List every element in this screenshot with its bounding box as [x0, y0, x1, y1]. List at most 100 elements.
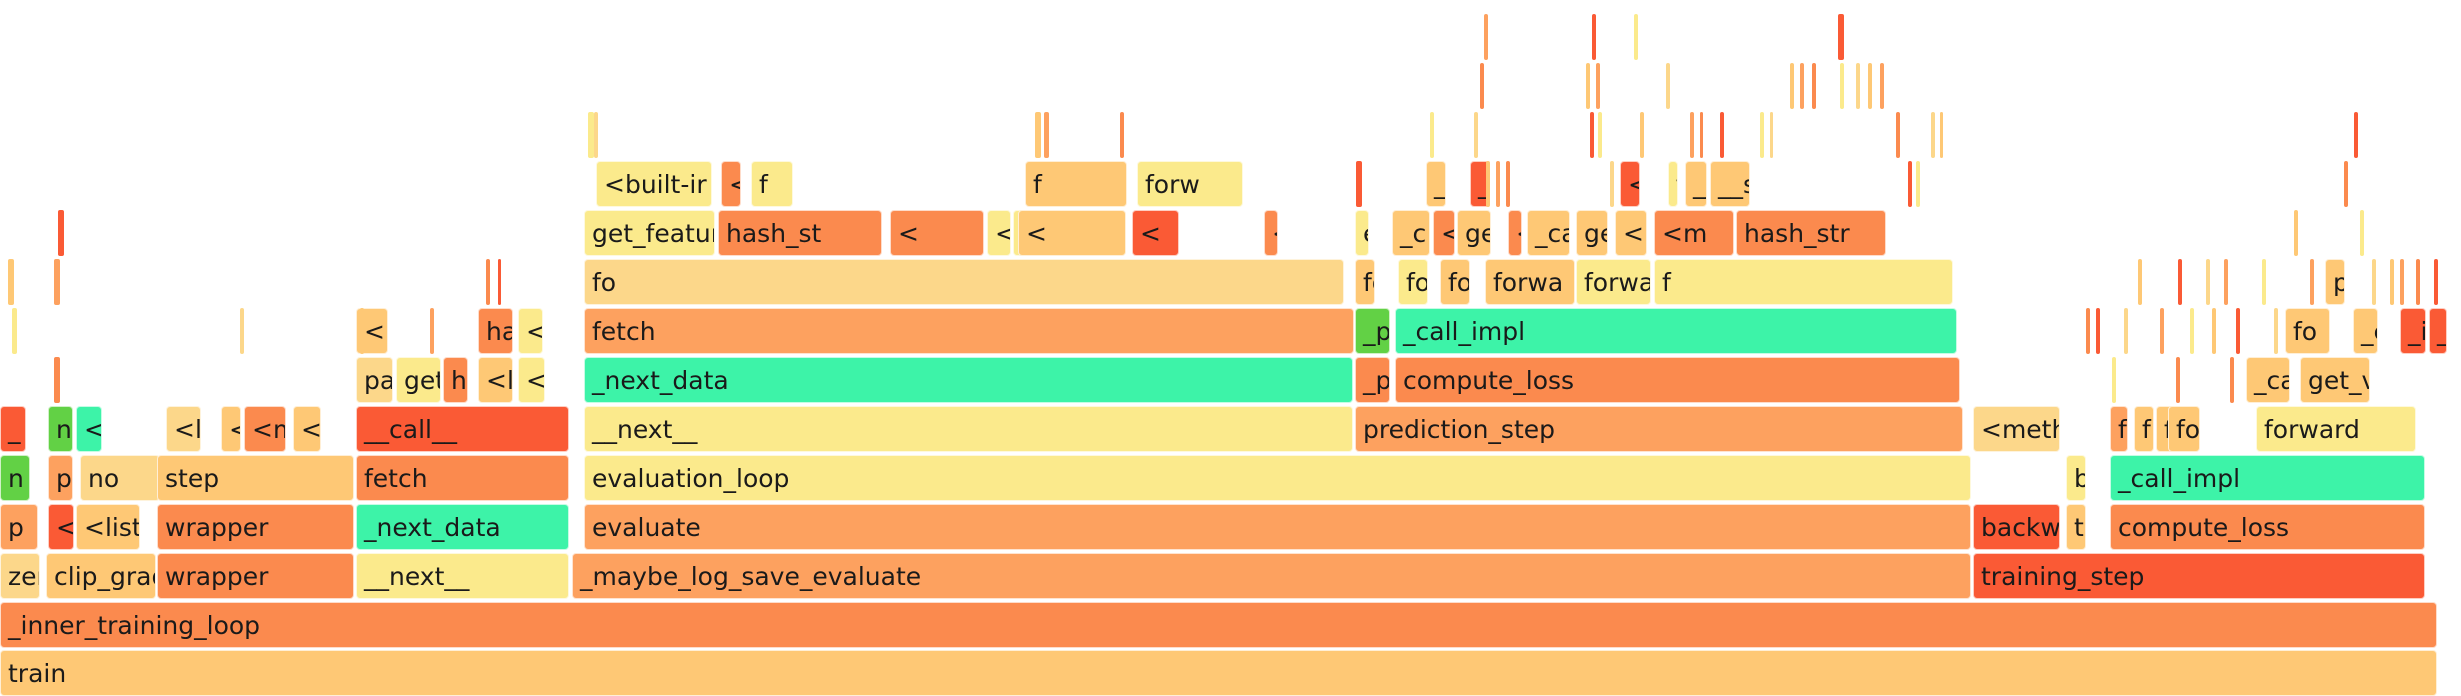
flame-sliver[interactable] [1720, 112, 1724, 158]
flame-frame[interactable]: <built-ir [1615, 210, 1647, 256]
flame-sliver[interactable] [1690, 112, 1694, 158]
flame-sliver[interactable] [1596, 63, 1600, 109]
flame-frame[interactable]: ge [1457, 210, 1491, 256]
flame-frame[interactable]: <l [166, 406, 201, 452]
flame-sliver[interactable] [1356, 161, 1362, 207]
flame-sliver[interactable] [594, 112, 598, 158]
flame-frame[interactable]: training_step [1973, 553, 2425, 599]
flame-sliver[interactable] [2416, 259, 2420, 305]
flame-frame[interactable]: < [1132, 210, 1179, 256]
flame-sliver[interactable] [2390, 259, 2394, 305]
flame-frame[interactable]: hash_str [1736, 210, 1886, 256]
flame-frame[interactable]: f [2134, 406, 2154, 452]
flame-frame[interactable]: _ir [2400, 308, 2426, 354]
flame-sliver[interactable] [486, 259, 490, 305]
flame-frame[interactable]: fo [2285, 308, 2330, 354]
flame-frame[interactable]: _p [1355, 308, 1390, 354]
flame-frame[interactable]: n [48, 406, 73, 452]
flame-frame[interactable]: evaluate [584, 504, 1971, 550]
flame-sliver[interactable] [2434, 259, 2438, 305]
flame-frame[interactable]: <b [1433, 210, 1455, 256]
flame-frame[interactable]: pad_seque [2325, 259, 2345, 305]
flame-frame[interactable]: <built-ir [596, 161, 712, 207]
flame-sliver[interactable] [12, 308, 17, 354]
flame-frame[interactable]: backwa [2066, 455, 2086, 501]
flame-frame[interactable]: backwa [1973, 504, 2060, 550]
flame-frame[interactable]: pa [356, 357, 393, 403]
flame-sliver[interactable] [1840, 63, 1844, 109]
flame-sliver[interactable] [2206, 259, 2210, 305]
flame-sliver[interactable] [2178, 259, 2182, 305]
flame-sliver[interactable] [8, 259, 14, 305]
flame-sliver[interactable] [2086, 308, 2090, 354]
flame-frame[interactable]: <list [76, 504, 140, 550]
flame-sliver[interactable] [1120, 112, 1124, 158]
flame-sliver[interactable] [2236, 308, 2240, 354]
flame-frame[interactable]: hash_st [718, 210, 882, 256]
flame-sliver[interactable] [1770, 112, 1773, 158]
flame-frame[interactable]: _ca [2353, 308, 2378, 354]
flame-frame[interactable]: fo [1398, 259, 1428, 305]
flame-frame[interactable]: forwar [1440, 259, 1470, 305]
flame-frame[interactable]: prediction_step [1355, 406, 1963, 452]
flame-sliver[interactable] [1506, 161, 1510, 207]
flame-frame[interactable]: step [157, 455, 354, 501]
flame-frame[interactable]: <listcom [987, 210, 1011, 256]
flame-frame[interactable]: p [48, 455, 73, 501]
flame-frame[interactable]: tr [2066, 504, 2086, 550]
flame-sliver[interactable] [2112, 357, 2116, 403]
flame-sliver[interactable] [2400, 259, 2404, 305]
flame-sliver[interactable] [2372, 259, 2376, 305]
flame-sliver[interactable] [1896, 112, 1900, 158]
flame-frame[interactable]: _next_data [356, 504, 569, 550]
flame-frame[interactable]: clip_grad [46, 553, 156, 599]
flame-frame[interactable]: _call_impl [2110, 455, 2425, 501]
flame-sliver[interactable] [2344, 161, 2348, 207]
flame-frame[interactable]: get_feature_di [584, 210, 715, 256]
flame-sliver[interactable] [1610, 161, 1614, 207]
flame-frame[interactable]: fetch [584, 308, 1354, 354]
flame-frame[interactable]: forwa [1485, 259, 1575, 305]
flame-frame[interactable]: evaluation_loop [584, 455, 1971, 501]
flame-frame[interactable]: compute_loss [2110, 504, 2425, 550]
flame-sliver[interactable] [2262, 259, 2266, 305]
flame-sliver[interactable] [1592, 14, 1596, 60]
flame-sliver[interactable] [2160, 308, 2164, 354]
flame-frame[interactable]: _p [1355, 357, 1390, 403]
flame-frame[interactable]: _call [1426, 161, 1446, 207]
flame-frame[interactable]: ha [478, 308, 513, 354]
flame-frame[interactable]: fo [584, 259, 1344, 305]
flame-frame[interactable]: get [396, 357, 441, 403]
flame-sliver[interactable] [1634, 14, 1638, 60]
flame-sliver[interactable] [2212, 308, 2216, 354]
flame-frame[interactable]: < [221, 406, 241, 452]
flame-sliver[interactable] [1880, 63, 1884, 109]
flame-sliver[interactable] [1586, 63, 1590, 109]
flame-sliver[interactable] [430, 308, 434, 354]
flame-sliver[interactable] [1640, 112, 1644, 158]
flame-frame[interactable]: <m [1654, 210, 1734, 256]
flame-frame[interactable]: _call_im [1527, 210, 1570, 256]
flame-sliver[interactable] [2096, 308, 2100, 354]
flame-frame[interactable]: <metho [1973, 406, 2060, 452]
flame-sliver[interactable] [240, 308, 244, 354]
flame-sliver[interactable] [1590, 112, 1594, 158]
flame-sliver[interactable] [54, 357, 60, 403]
flame-frame[interactable]: < [48, 504, 74, 550]
flame-frame[interactable]: train [0, 650, 2437, 696]
flame-sliver[interactable] [1474, 112, 1478, 158]
flame-sliver[interactable] [1868, 63, 1872, 109]
flame-sliver[interactable] [2176, 357, 2180, 403]
flame-sliver[interactable] [58, 210, 64, 256]
flame-frame[interactable]: forward [1576, 259, 1651, 305]
flame-frame[interactable]: < [518, 308, 543, 354]
flame-sliver[interactable] [2274, 308, 2278, 354]
flame-frame[interactable]: < [1620, 161, 1640, 207]
flame-frame[interactable]: _maybe_log_save_evaluate [572, 553, 1971, 599]
flame-sliver[interactable] [1800, 63, 1804, 109]
flame-sliver[interactable] [1838, 14, 1844, 60]
flame-frame[interactable]: _call_impl [1395, 308, 1957, 354]
flame-frame[interactable]: _ [0, 406, 26, 452]
flame-frame[interactable]: for [2168, 406, 2200, 452]
flame-frame[interactable]: __ir [1685, 161, 1707, 207]
